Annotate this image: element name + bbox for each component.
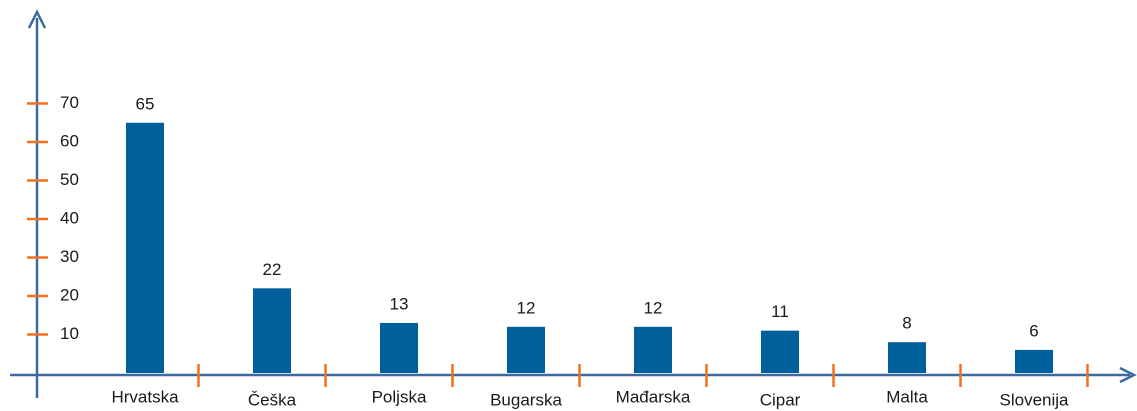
bar [253,288,291,373]
y-tick-label: 60 [60,132,79,151]
bar [634,326,672,373]
value-label: 8 [902,314,911,333]
bar [126,122,164,373]
bar [507,326,545,373]
x-tick-label: Češka [248,390,297,409]
y-tick-label: 20 [60,285,79,304]
bar [380,322,418,373]
bar [761,330,799,373]
value-label: 12 [644,298,663,317]
value-label: 6 [1029,321,1038,340]
y-tick-label: 70 [60,93,79,112]
x-tick-label: Mađarska [616,387,691,406]
x-tick-label: Malta [886,387,928,406]
value-label: 65 [136,94,155,113]
y-tick-label: 50 [60,170,79,189]
x-tick-label: Hrvatska [111,387,179,406]
x-axis-arrow [1119,366,1137,384]
value-label: 11 [771,302,789,321]
value-label: 22 [263,260,282,279]
bar [1015,349,1053,373]
y-tick-label: 40 [60,209,79,228]
bar [888,342,926,373]
x-tick-label: Bugarska [490,390,562,409]
y-axis-arrow [27,9,47,29]
value-label: 12 [517,298,536,317]
value-label: 13 [390,294,409,313]
y-tick-label: 30 [60,247,79,266]
y-tick-label: 10 [60,324,79,343]
x-tick-label: Slovenija [1000,390,1070,409]
x-tick-label: Cipar [760,390,801,409]
x-tick-label: Poljska [372,387,427,406]
